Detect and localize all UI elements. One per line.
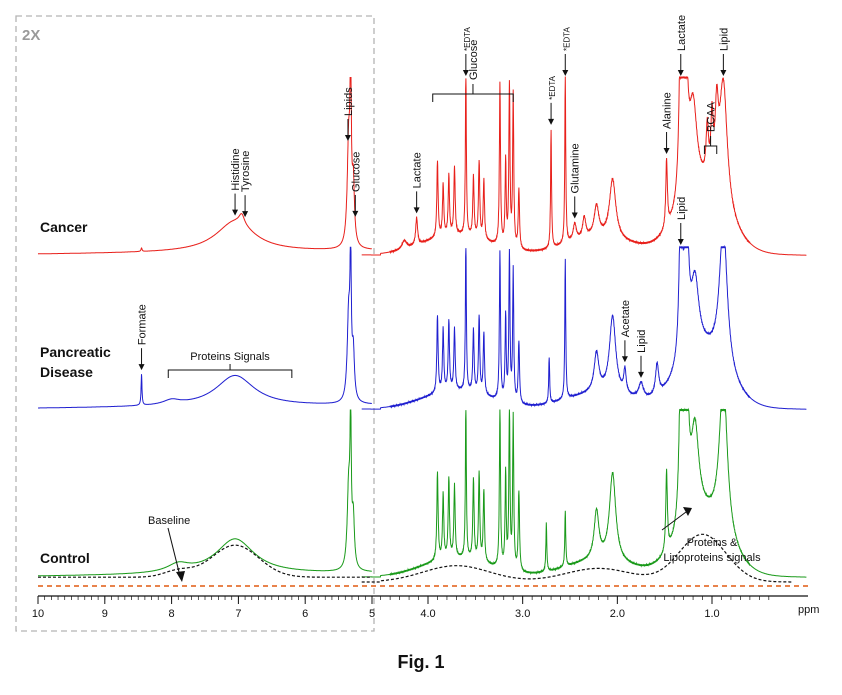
spectrum-line-cancer xyxy=(361,76,807,256)
annotation-label: Lipids xyxy=(343,87,355,116)
series-group xyxy=(37,76,807,583)
baseline-arrowhead xyxy=(176,571,185,582)
spectrum-line-cancer xyxy=(37,77,372,255)
envelope-line xyxy=(361,533,793,583)
spectrum-line-pancreatic-disease xyxy=(361,244,807,410)
envelope-label-line2: Lipoproteins signals xyxy=(663,552,761,564)
envelope-line xyxy=(38,544,372,578)
x-axis-unit-label: ppm xyxy=(798,604,819,616)
envelope-arrowhead xyxy=(683,507,692,516)
annotation-label: *EDTA xyxy=(562,26,571,51)
annotation-arrowhead xyxy=(562,70,569,76)
spectrum-line-control xyxy=(38,409,372,577)
baseline-label: Baseline xyxy=(148,515,190,527)
annotation-arrowhead xyxy=(352,210,359,217)
x-tick-label: 2.0 xyxy=(610,608,625,620)
annotation-arrowhead xyxy=(138,364,145,371)
zoom-region-box xyxy=(15,15,375,632)
zoom-region-label: 2X xyxy=(22,27,40,44)
annotation-label: Proteins Signals xyxy=(190,351,270,363)
annotation-bracket xyxy=(703,145,718,154)
envelope-label-line1: Proteins & xyxy=(687,537,738,549)
x-tick-label: 9 xyxy=(102,608,108,620)
annotation-bracket xyxy=(432,93,514,102)
x-tick-label: 1.0 xyxy=(704,608,719,620)
annotation-label: Glutamine xyxy=(570,143,582,193)
series-label-cancer: Cancer xyxy=(40,219,88,235)
annotation-label: Acetate xyxy=(620,300,632,337)
annotation-arrowhead xyxy=(462,70,469,76)
annotation-arrowhead xyxy=(571,212,578,219)
x-tick-label: 7 xyxy=(235,608,241,620)
x-tick-label: 3.0 xyxy=(515,608,530,620)
series-label-pancreatic-line2: Disease xyxy=(40,364,93,380)
annotation-label: BCAA xyxy=(706,101,718,132)
spectrum-line-pancreatic-disease xyxy=(38,246,372,409)
annotation-label: Tyrosine xyxy=(240,151,252,193)
x-tick-label: 5 xyxy=(369,608,375,620)
envelope-arrow xyxy=(661,511,687,531)
annotation-label: *EDTA xyxy=(463,26,472,51)
annotation-label: Glucose xyxy=(468,40,480,80)
annotation-arrowhead xyxy=(677,239,684,245)
annotation-label: Lipid xyxy=(718,28,730,51)
annotation-label: Lipid xyxy=(636,330,648,353)
annotation-label: Lactate xyxy=(412,152,424,188)
annotation-arrowhead xyxy=(663,147,670,154)
series-label-pancreatic-line1: Pancreatic xyxy=(40,344,111,360)
baseline-arrow xyxy=(167,527,181,577)
annotation-arrowhead xyxy=(720,70,727,76)
x-tick-label: 4.0 xyxy=(420,608,435,620)
annotation-label: Lactate xyxy=(676,15,688,51)
annotation-arrowhead xyxy=(344,135,351,142)
annotation-label: Formate xyxy=(137,304,149,345)
annotation-label: Lipid xyxy=(676,197,688,220)
annotation-arrowhead xyxy=(232,209,239,216)
annotation-label: Alanine xyxy=(662,92,674,129)
x-axis: ppm 10 9 8 7 6 5 4.0 3.0 2.0 1.0 xyxy=(32,595,819,620)
annotation-arrowhead xyxy=(548,118,555,125)
series-label-control: Control xyxy=(40,550,90,566)
x-tick-label: 10 xyxy=(32,608,44,620)
nmr-spectra-chart: 2X ppm 10 9 8 7 6 5 4.0 3.0 2.0 1.0 Cancer Pancre… xyxy=(15,15,819,632)
annotation-arrowhead xyxy=(242,211,249,218)
annotation-label: Histidine xyxy=(230,148,242,190)
figure-caption: Fig. 1 xyxy=(397,652,445,672)
annotation-arrowhead xyxy=(413,207,420,214)
annotation-arrowhead xyxy=(638,371,645,378)
x-tick-label: 6 xyxy=(302,608,308,620)
annotation-label: Glucose xyxy=(350,152,362,192)
annotation-label: *EDTA xyxy=(548,75,557,100)
spectrum-line-control xyxy=(361,407,807,578)
annotation-arrowhead xyxy=(621,356,628,363)
x-tick-label: 8 xyxy=(169,608,175,620)
annotation-arrowhead xyxy=(677,70,684,76)
